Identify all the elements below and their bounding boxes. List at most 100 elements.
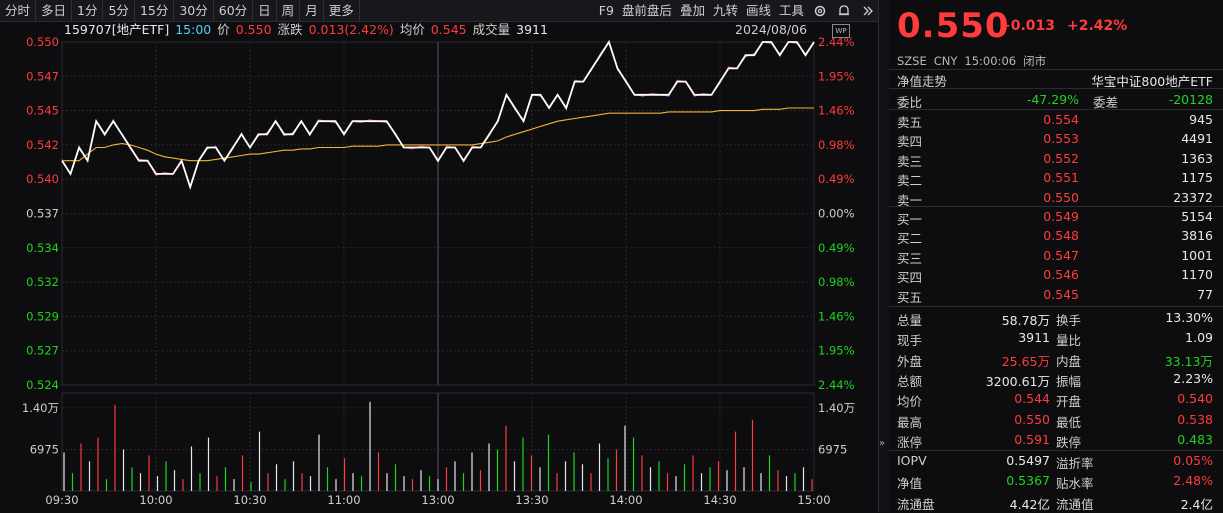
period-tab[interactable]: 30分 (174, 0, 214, 21)
y-pct-tick-label: 1.95% (818, 69, 855, 83)
weicha-value: -20128 (1168, 92, 1213, 107)
y-pct-tick-label: 0.49% (818, 172, 855, 186)
overlay-button[interactable]: 叠加 (679, 3, 705, 18)
bid-label: 买一 (897, 212, 923, 227)
stat-label: 开盘 (1056, 394, 1082, 410)
stat-label: 流通值 (1056, 496, 1094, 512)
bid-volume: 1170 (1181, 267, 1213, 283)
stat-label: 总量 (897, 313, 923, 328)
y-tick-label: 0.524 (26, 378, 59, 392)
stat-value: 2.48% (1173, 473, 1213, 489)
ask-row[interactable]: 卖四 0.553 4491 (889, 129, 1223, 150)
bid-label: 买三 (897, 250, 923, 266)
period-tab[interactable]: 月 (300, 0, 324, 21)
stat-row: 流通盘 4.42亿 流通值 2.4亿 (889, 492, 1223, 512)
bid-label: 买四 (897, 270, 923, 286)
bid-row[interactable]: 买一 0.549 5154 (889, 207, 1223, 227)
avg-price-line (62, 107, 814, 162)
period-tab[interactable]: 5分 (103, 0, 135, 21)
y-tick-label: 0.529 (26, 309, 59, 323)
nav-fund-row[interactable]: 净值走势 华宝中证800地产ETF (889, 69, 1223, 89)
divider (889, 306, 1223, 307)
info-time: 15:00 (175, 22, 212, 37)
bid-row[interactable]: 买五 0.545 77 (889, 285, 1223, 305)
ask-label: 卖四 (897, 134, 923, 150)
ask-label: 卖三 (897, 153, 923, 169)
bell-icon[interactable] (836, 3, 852, 19)
nav-trend-link[interactable]: 净值走势 (897, 74, 948, 89)
y-pct-tick-label: 0.98% (818, 138, 855, 152)
ask-row[interactable]: 卖五 0.554 945 (889, 110, 1223, 130)
ask-volume: 1175 (1181, 170, 1213, 186)
period-tab[interactable]: 分时 (0, 0, 37, 21)
ask-row[interactable]: 卖三 0.552 1363 (889, 149, 1223, 169)
period-tabs: 分时 多日 1分 5分 15分 30分 60分日周月更多 (0, 0, 360, 21)
stat-label: 总额 (897, 373, 923, 389)
y-pct-tick-label: 0.00% (818, 207, 855, 221)
wp-badge[interactable]: WP (832, 24, 850, 38)
last-price: 0.550 (897, 6, 1010, 46)
avg-label: 均价 (399, 22, 425, 37)
stat-row: 最高 0.550 最低 0.538 (889, 410, 1223, 430)
collapse-arrow-icon[interactable]: » (879, 438, 886, 449)
stat-row: 现手 3911 量比 1.09 (889, 328, 1223, 348)
draw-line-button[interactable]: 画线 (745, 3, 771, 18)
price-label: 价 (217, 22, 230, 37)
ask-volume: 945 (1189, 112, 1213, 127)
ask-price: 0.552 (1043, 150, 1079, 166)
x-tick-label: 09:30 (45, 493, 78, 507)
chart-info-line: 159707[地产ETF] 15:00 价 0.550 涨跌 0.013(2.42%) 均价… (64, 22, 554, 38)
y-tick-label: 0.527 (26, 344, 59, 358)
stat-value: 2.4亿 (1180, 496, 1213, 512)
ask-label: 卖五 (897, 115, 923, 130)
exchange: SZSE (897, 54, 927, 68)
divider (889, 109, 1223, 110)
f9-button[interactable]: F9 (598, 3, 614, 18)
volume-tick-label: 1.40万 (22, 401, 59, 415)
price-change-pct: +2.42% (1067, 18, 1128, 34)
y-pct-tick-label: 0.98% (818, 275, 855, 289)
ask-row[interactable]: 卖一 0.550 23372 (889, 188, 1223, 208)
double-chevron-right-icon[interactable] (860, 3, 876, 19)
ask-label: 卖一 (897, 192, 923, 208)
stat-value: 33.13万 (1164, 353, 1213, 369)
ask-row[interactable]: 卖二 0.551 1175 (889, 168, 1223, 188)
period-tab[interactable]: 周 (277, 0, 301, 21)
info-volume: 3911 (516, 22, 548, 37)
price-line (61, 39, 815, 191)
bid-row[interactable]: 买三 0.547 1001 (889, 246, 1223, 266)
stat-row: 均价 0.544 开盘 0.540 (889, 389, 1223, 409)
y-pct-tick-label: 1.46% (818, 104, 855, 118)
stat-value: 0.591 (1014, 431, 1050, 447)
intraday-chart[interactable]: 0.550 2.44% 0.547 1.95% 0.545 1.46% 0.542 0.98%… (0, 21, 880, 512)
change-label: 涨跌 (277, 22, 303, 37)
stat-label: 最低 (1056, 414, 1082, 430)
stat-label: IOPV (897, 453, 927, 468)
period-tab[interactable]: 多日 (36, 0, 73, 21)
stat-row: 总额 3200.61万 振幅 2.23% (889, 369, 1223, 389)
gear-icon[interactable] (812, 3, 828, 19)
pre-post-market-button[interactable]: 盘前盘后 (621, 3, 672, 18)
stat-value: 0.538 (1177, 411, 1213, 427)
bid-volume: 77 (1197, 286, 1213, 302)
period-tab[interactable]: 15分 (135, 0, 175, 21)
bid-price: 0.545 (1043, 286, 1079, 302)
period-tab[interactable]: 1分 (72, 0, 104, 21)
stat-value: 0.550 (1014, 411, 1050, 427)
period-tab[interactable]: 60分 (214, 0, 254, 21)
stat-value: 3200.61万 (985, 373, 1050, 389)
stat-value: 0.540 (1177, 391, 1213, 407)
nine-turn-button[interactable]: 九转 (712, 3, 738, 18)
tools-button[interactable]: 工具 (778, 3, 804, 18)
x-tick-label: 10:30 (233, 493, 266, 507)
y-tick-label: 0.537 (26, 207, 59, 221)
stat-value: 0.483 (1177, 431, 1213, 447)
period-tab[interactable]: 更多 (324, 0, 360, 21)
stat-label: 现手 (897, 333, 923, 349)
stat-value: 4.42亿 (1009, 496, 1050, 512)
bid-row[interactable]: 买二 0.548 3816 (889, 226, 1223, 246)
market-subinfo: SZSE CNY 15:00:06 闭市 (897, 53, 1053, 69)
bid-row[interactable]: 买四 0.546 1170 (889, 265, 1223, 286)
period-tab[interactable]: 日 (253, 0, 277, 21)
weicha-label: 委差 (1093, 95, 1119, 110)
